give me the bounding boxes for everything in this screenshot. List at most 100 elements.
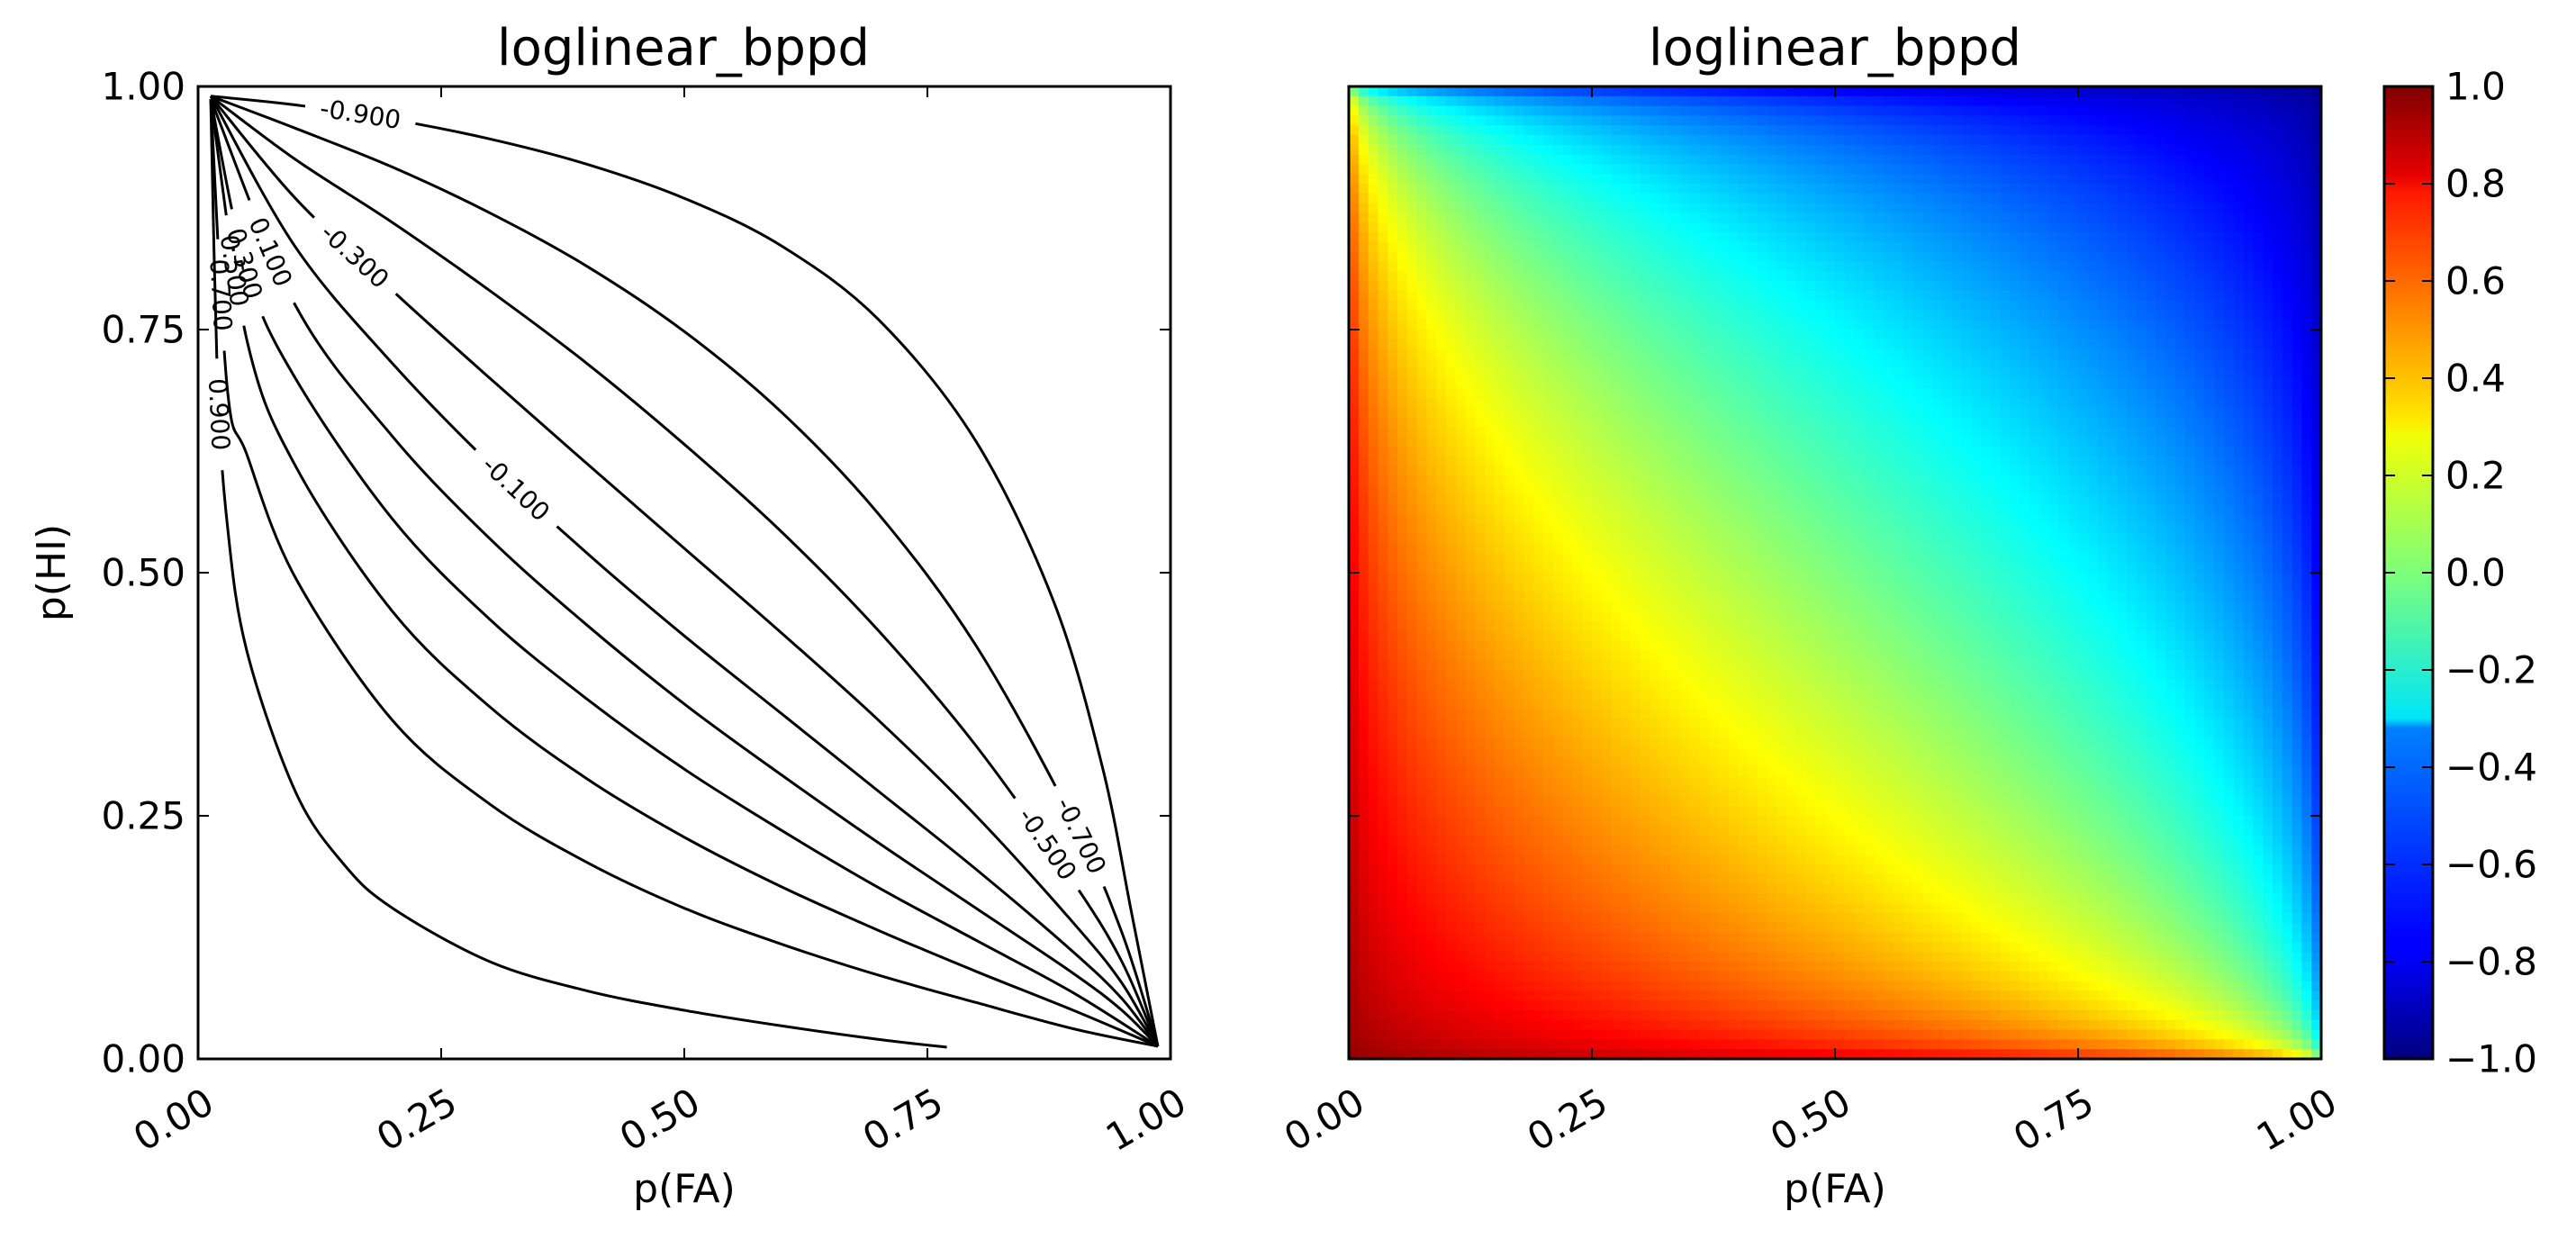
- heatmap-cell: [1641, 330, 1651, 340]
- heatmap-cell: [2301, 193, 2312, 204]
- heatmap-cell: [2243, 407, 2254, 418]
- heatmap-cell: [1631, 504, 1641, 515]
- heatmap-cell: [1961, 514, 1972, 525]
- heatmap-cell: [1815, 320, 1826, 330]
- heatmap-cell: [1611, 348, 1622, 359]
- heatmap-cell: [1387, 125, 1398, 136]
- heatmap-cell: [1475, 86, 1486, 97]
- heatmap-cell: [2282, 86, 2293, 97]
- heatmap-cell: [1387, 251, 1398, 262]
- heatmap-cell: [2020, 368, 2030, 379]
- heatmap-cell: [1416, 407, 1427, 418]
- heatmap-cell: [2194, 144, 2205, 156]
- heatmap-cell: [1874, 427, 1885, 438]
- heatmap-cell: [1601, 456, 1613, 466]
- heatmap-cell: [1747, 330, 1758, 340]
- heatmap-cell: [2291, 553, 2302, 564]
- heatmap-cell: [1562, 125, 1573, 136]
- heatmap-cell: [1971, 105, 1982, 116]
- heatmap-cell: [2020, 504, 2030, 515]
- heatmap-cell: [1767, 232, 1777, 243]
- heatmap-cell: [1495, 543, 1505, 554]
- heatmap-cell: [2038, 261, 2050, 272]
- heatmap-cell: [2068, 436, 2079, 448]
- heatmap-cell: [1641, 427, 1651, 438]
- heatmap-cell: [2282, 524, 2293, 535]
- heatmap-cell: [1805, 417, 1816, 428]
- heatmap-cell: [1349, 310, 1360, 321]
- heatmap-cell: [1611, 378, 1622, 389]
- heatmap-cell: [1426, 222, 1437, 233]
- heatmap-cell: [1475, 339, 1486, 350]
- heatmap-cell: [2233, 553, 2245, 564]
- heatmap-cell: [2029, 105, 2040, 116]
- heatmap-cell: [1465, 417, 1476, 428]
- heatmap-cell: [1893, 378, 1904, 389]
- heatmap-cell: [2136, 105, 2147, 116]
- contour-line: [209, 98, 1160, 1048]
- heatmap-cell: [1387, 427, 1398, 438]
- heatmap-cell: [1786, 514, 1797, 525]
- heatmap-cell: [1951, 213, 1962, 223]
- heatmap-cell: [1795, 144, 1807, 156]
- heatmap-cell: [2224, 193, 2235, 204]
- heatmap-cell: [1990, 310, 2002, 321]
- heatmap-cell: [2000, 407, 2011, 418]
- heatmap-cell: [2117, 310, 2128, 321]
- heatmap-cell: [2291, 174, 2302, 185]
- heatmap-cell: [1767, 184, 1777, 194]
- heatmap-cell: [2184, 475, 2196, 486]
- heatmap-cell: [2058, 504, 2069, 515]
- heatmap-cell: [1611, 174, 1622, 185]
- heatmap-cell: [2194, 164, 2205, 175]
- heatmap-cell: [1805, 232, 1816, 243]
- heatmap-cell: [2087, 543, 2099, 554]
- heatmap-cell: [1533, 241, 1544, 253]
- heatmap-cell: [2117, 436, 2128, 448]
- heatmap-cell: [1495, 193, 1505, 204]
- heatmap-cell: [1689, 271, 1700, 282]
- heatmap-cell: [1495, 203, 1505, 213]
- heatmap-cell: [1446, 484, 1457, 496]
- heatmap-cell: [1641, 446, 1651, 457]
- heatmap-cell: [1543, 387, 1554, 399]
- heatmap-cell: [1728, 290, 1739, 302]
- heatmap-cell: [2311, 261, 2322, 272]
- heatmap-cell: [1641, 563, 1651, 574]
- heatmap-cell: [1922, 494, 1933, 505]
- heatmap-cell: [2029, 339, 2040, 350]
- heatmap-cell: [2214, 184, 2225, 194]
- heatmap-cell: [1446, 330, 1457, 340]
- heatmap-cell: [2194, 95, 2205, 107]
- heatmap-cell: [1747, 446, 1758, 457]
- heatmap-cell: [1475, 115, 1486, 126]
- heatmap-cell: [1679, 290, 1690, 302]
- heatmap-cell: [1621, 125, 1631, 136]
- heatmap-cell: [1552, 232, 1564, 243]
- heatmap-cell: [2029, 494, 2040, 505]
- heatmap-cell: [1932, 290, 1943, 302]
- heatmap-cell: [1854, 115, 1865, 126]
- heatmap-cell: [1738, 164, 1749, 175]
- heatmap-cell: [1844, 310, 1856, 321]
- heatmap-cell: [2311, 174, 2322, 185]
- heatmap-cell: [1533, 320, 1544, 330]
- heatmap-cell: [2175, 261, 2186, 272]
- heatmap-cell: [2078, 144, 2089, 156]
- heatmap-cell: [2058, 232, 2069, 243]
- heatmap-cell: [1903, 484, 1913, 496]
- heatmap-cell: [1981, 86, 1992, 97]
- heatmap-cell: [1922, 184, 1933, 194]
- heatmap-cell: [1397, 553, 1408, 564]
- heatmap-cell: [2097, 290, 2108, 302]
- heatmap-cell: [1406, 553, 1418, 564]
- heatmap-cell: [1659, 154, 1670, 165]
- heatmap-cell: [1416, 475, 1427, 486]
- heatmap-cell: [1475, 105, 1486, 116]
- heatmap-cell: [1572, 86, 1583, 97]
- heatmap-cell: [1795, 281, 1807, 292]
- heatmap-cell: [1475, 290, 1486, 302]
- heatmap-cell: [2146, 222, 2156, 233]
- heatmap-cell: [2263, 533, 2273, 545]
- heatmap-cell: [1990, 533, 2002, 545]
